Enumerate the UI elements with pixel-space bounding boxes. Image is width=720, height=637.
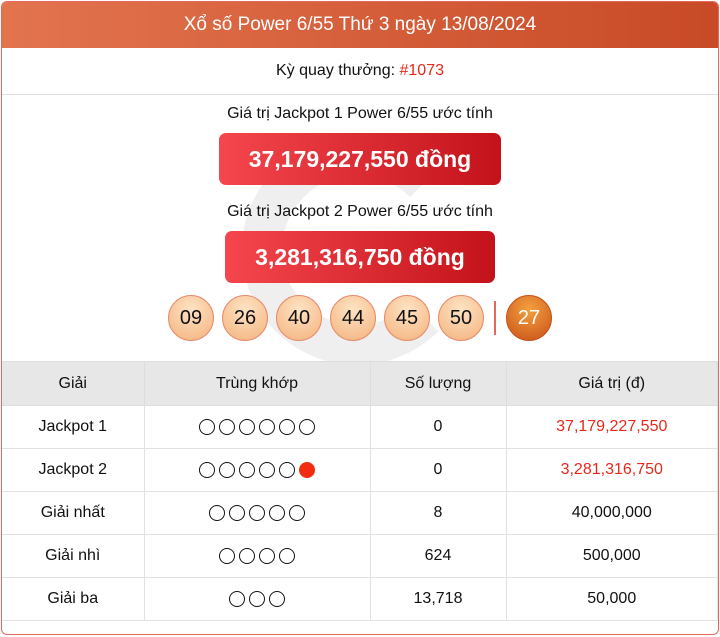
- circle-icon: [219, 461, 235, 478]
- jackpot2-value: 3,281,316,750 đồng: [225, 231, 495, 283]
- circle-icon: [279, 547, 295, 564]
- circle-icon: [229, 590, 245, 607]
- circle-icon: [289, 504, 305, 521]
- circle-icon: [219, 418, 235, 435]
- prize-name: Giải ba: [2, 577, 145, 621]
- prize-value: 40,000,000: [505, 491, 718, 535]
- prize-value: 3,281,316,750: [505, 448, 718, 492]
- jackpot-section: Giá trị Jackpot 1 Power 6/55 ước tính 37…: [2, 95, 718, 365]
- circle-icon: [279, 461, 295, 478]
- table-row: Giải ba 13,718 50,000: [2, 577, 718, 621]
- table-row: Giải nhất 8 40,000,000: [2, 491, 718, 535]
- prize-name: Jackpot 2: [2, 448, 145, 492]
- circle-icon: [269, 590, 285, 607]
- table-row: Jackpot 1 0 37,179,227,550: [2, 405, 718, 449]
- circle-icon: [229, 504, 245, 521]
- winning-numbers: 09 26 40 44 45 50 27: [2, 295, 718, 341]
- power-ball: 27: [506, 295, 552, 341]
- circle-icon: [249, 590, 265, 607]
- draw-info: Kỳ quay thưởng: #1073: [2, 48, 718, 95]
- prize-value: 500,000: [505, 534, 718, 578]
- col-value: Giá trị (đ): [505, 361, 718, 406]
- circle-icon: [239, 418, 255, 435]
- circle-icon: [219, 547, 235, 564]
- prize-name: Giải nhì: [2, 534, 145, 578]
- circle-icon: [209, 504, 225, 521]
- col-match: Trùng khớp: [143, 361, 371, 406]
- match-indicator: [143, 534, 371, 578]
- draw-number[interactable]: #1073: [399, 62, 445, 79]
- number-ball: 40: [276, 295, 322, 341]
- circle-icon: [299, 418, 315, 435]
- table-row: Giải nhì 624 500,000: [2, 534, 718, 578]
- number-ball: 50: [438, 295, 484, 341]
- winner-count: 624: [369, 534, 507, 578]
- prize-table: Giải Trùng khớp Số lượng Giá trị (đ) Jac…: [2, 361, 718, 621]
- circle-icon: [259, 547, 275, 564]
- table-row: Jackpot 2 0 3,281,316,750: [2, 448, 718, 492]
- number-ball: 45: [384, 295, 430, 341]
- power-circle-icon: [299, 461, 315, 478]
- jackpot1-label: Giá trị Jackpot 1 Power 6/55 ước tính: [227, 105, 493, 122]
- prize-value: 37,179,227,550: [505, 405, 718, 449]
- circle-icon: [199, 418, 215, 435]
- jackpot2-label: Giá trị Jackpot 2 Power 6/55 ước tính: [227, 203, 493, 220]
- circle-icon: [199, 461, 215, 478]
- page-title: Xổ số Power 6/55 Thứ 3 ngày 13/08/2024: [2, 2, 718, 48]
- winner-count: 8: [369, 491, 507, 535]
- match-indicator: [143, 448, 371, 492]
- number-ball: 44: [330, 295, 376, 341]
- match-indicator: [143, 405, 371, 449]
- prize-name: Jackpot 1: [2, 405, 145, 449]
- winner-count: 0: [369, 448, 507, 492]
- winner-count: 0: [369, 405, 507, 449]
- col-count: Số lượng: [369, 361, 507, 406]
- divider: [494, 301, 496, 335]
- winner-count: 13,718: [369, 577, 507, 621]
- circle-icon: [269, 504, 285, 521]
- circle-icon: [239, 461, 255, 478]
- circle-icon: [249, 504, 265, 521]
- number-ball: 09: [168, 295, 214, 341]
- number-ball: 26: [222, 295, 268, 341]
- circle-icon: [279, 418, 295, 435]
- circle-icon: [259, 461, 275, 478]
- match-indicator: [143, 491, 371, 535]
- prize-name: Giải nhất: [2, 491, 145, 535]
- match-indicator: [143, 577, 371, 621]
- circle-icon: [239, 547, 255, 564]
- jackpot1-value: 37,179,227,550 đồng: [218, 133, 502, 185]
- circle-icon: [259, 418, 275, 435]
- prize-value: 50,000: [505, 577, 718, 621]
- draw-label: Kỳ quay thưởng:: [276, 62, 396, 79]
- col-prize: Giải: [2, 361, 145, 406]
